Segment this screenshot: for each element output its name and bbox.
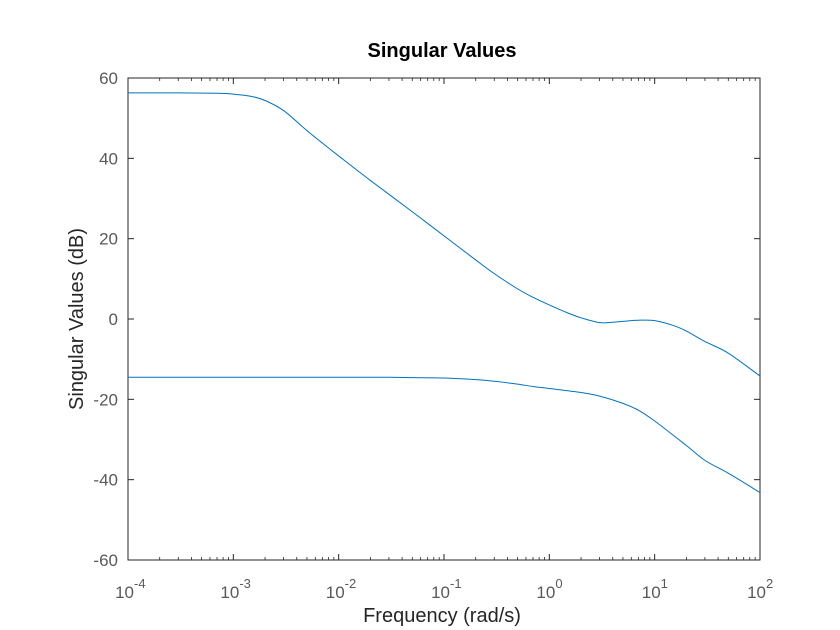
x-tick-label-exponent: 1	[661, 576, 668, 591]
plot-area	[127, 77, 761, 561]
y-tick-label: 60	[99, 69, 118, 88]
y-tick-label: 20	[99, 230, 118, 249]
x-tick-label: 10 1	[642, 576, 668, 602]
x-tick-label-exponent: -2	[345, 576, 357, 591]
y-tick-label: -40	[93, 471, 118, 490]
y-tick-label: -60	[93, 551, 118, 570]
y-axis-title: Singular Values (dB)	[66, 228, 88, 410]
series-line-1	[127, 92, 761, 377]
x-tick-label: 10 2	[747, 576, 773, 602]
x-tick-label-base: 10	[536, 583, 555, 602]
x-tick-label-exponent: -3	[239, 576, 251, 591]
x-tick-label-exponent: 0	[555, 576, 562, 591]
x-minor-ticks	[159, 78, 756, 560]
x-tick-label-base: 10	[220, 583, 239, 602]
series-line-2	[127, 376, 761, 493]
chart-title: Singular Values	[368, 40, 517, 62]
y-tick-label: -20	[93, 390, 118, 409]
x-tick-label: 10 -2	[326, 576, 356, 602]
y-tick-label: 0	[109, 310, 118, 329]
y-tick-label: 40	[99, 149, 118, 168]
x-tick-labels: 10 -4 10 -3 10 -2 10 -1 10 0 10 1 10 2	[115, 576, 773, 602]
x-axis-title: Frequency (rad/s)	[363, 605, 521, 627]
x-tick-label-exponent: -1	[450, 576, 462, 591]
y-tick-labels: 60 40 20 0 -20 -40 -60	[93, 69, 118, 570]
x-tick-label-base: 10	[431, 583, 450, 602]
x-tick-label: 10 -3	[220, 576, 250, 602]
x-tick-label-base: 10	[115, 583, 134, 602]
x-tick-label-exponent: 2	[766, 576, 773, 591]
x-tick-label-base: 10	[642, 583, 661, 602]
x-tick-label-base: 10	[326, 583, 345, 602]
x-tick-label: 10 -1	[431, 576, 461, 602]
series-layer	[127, 92, 761, 493]
x-tick-label-exponent: -4	[134, 576, 146, 591]
x-tick-label-base: 10	[747, 583, 766, 602]
x-tick-label: 10 -4	[115, 576, 145, 602]
x-tick-label: 10 0	[536, 576, 562, 602]
